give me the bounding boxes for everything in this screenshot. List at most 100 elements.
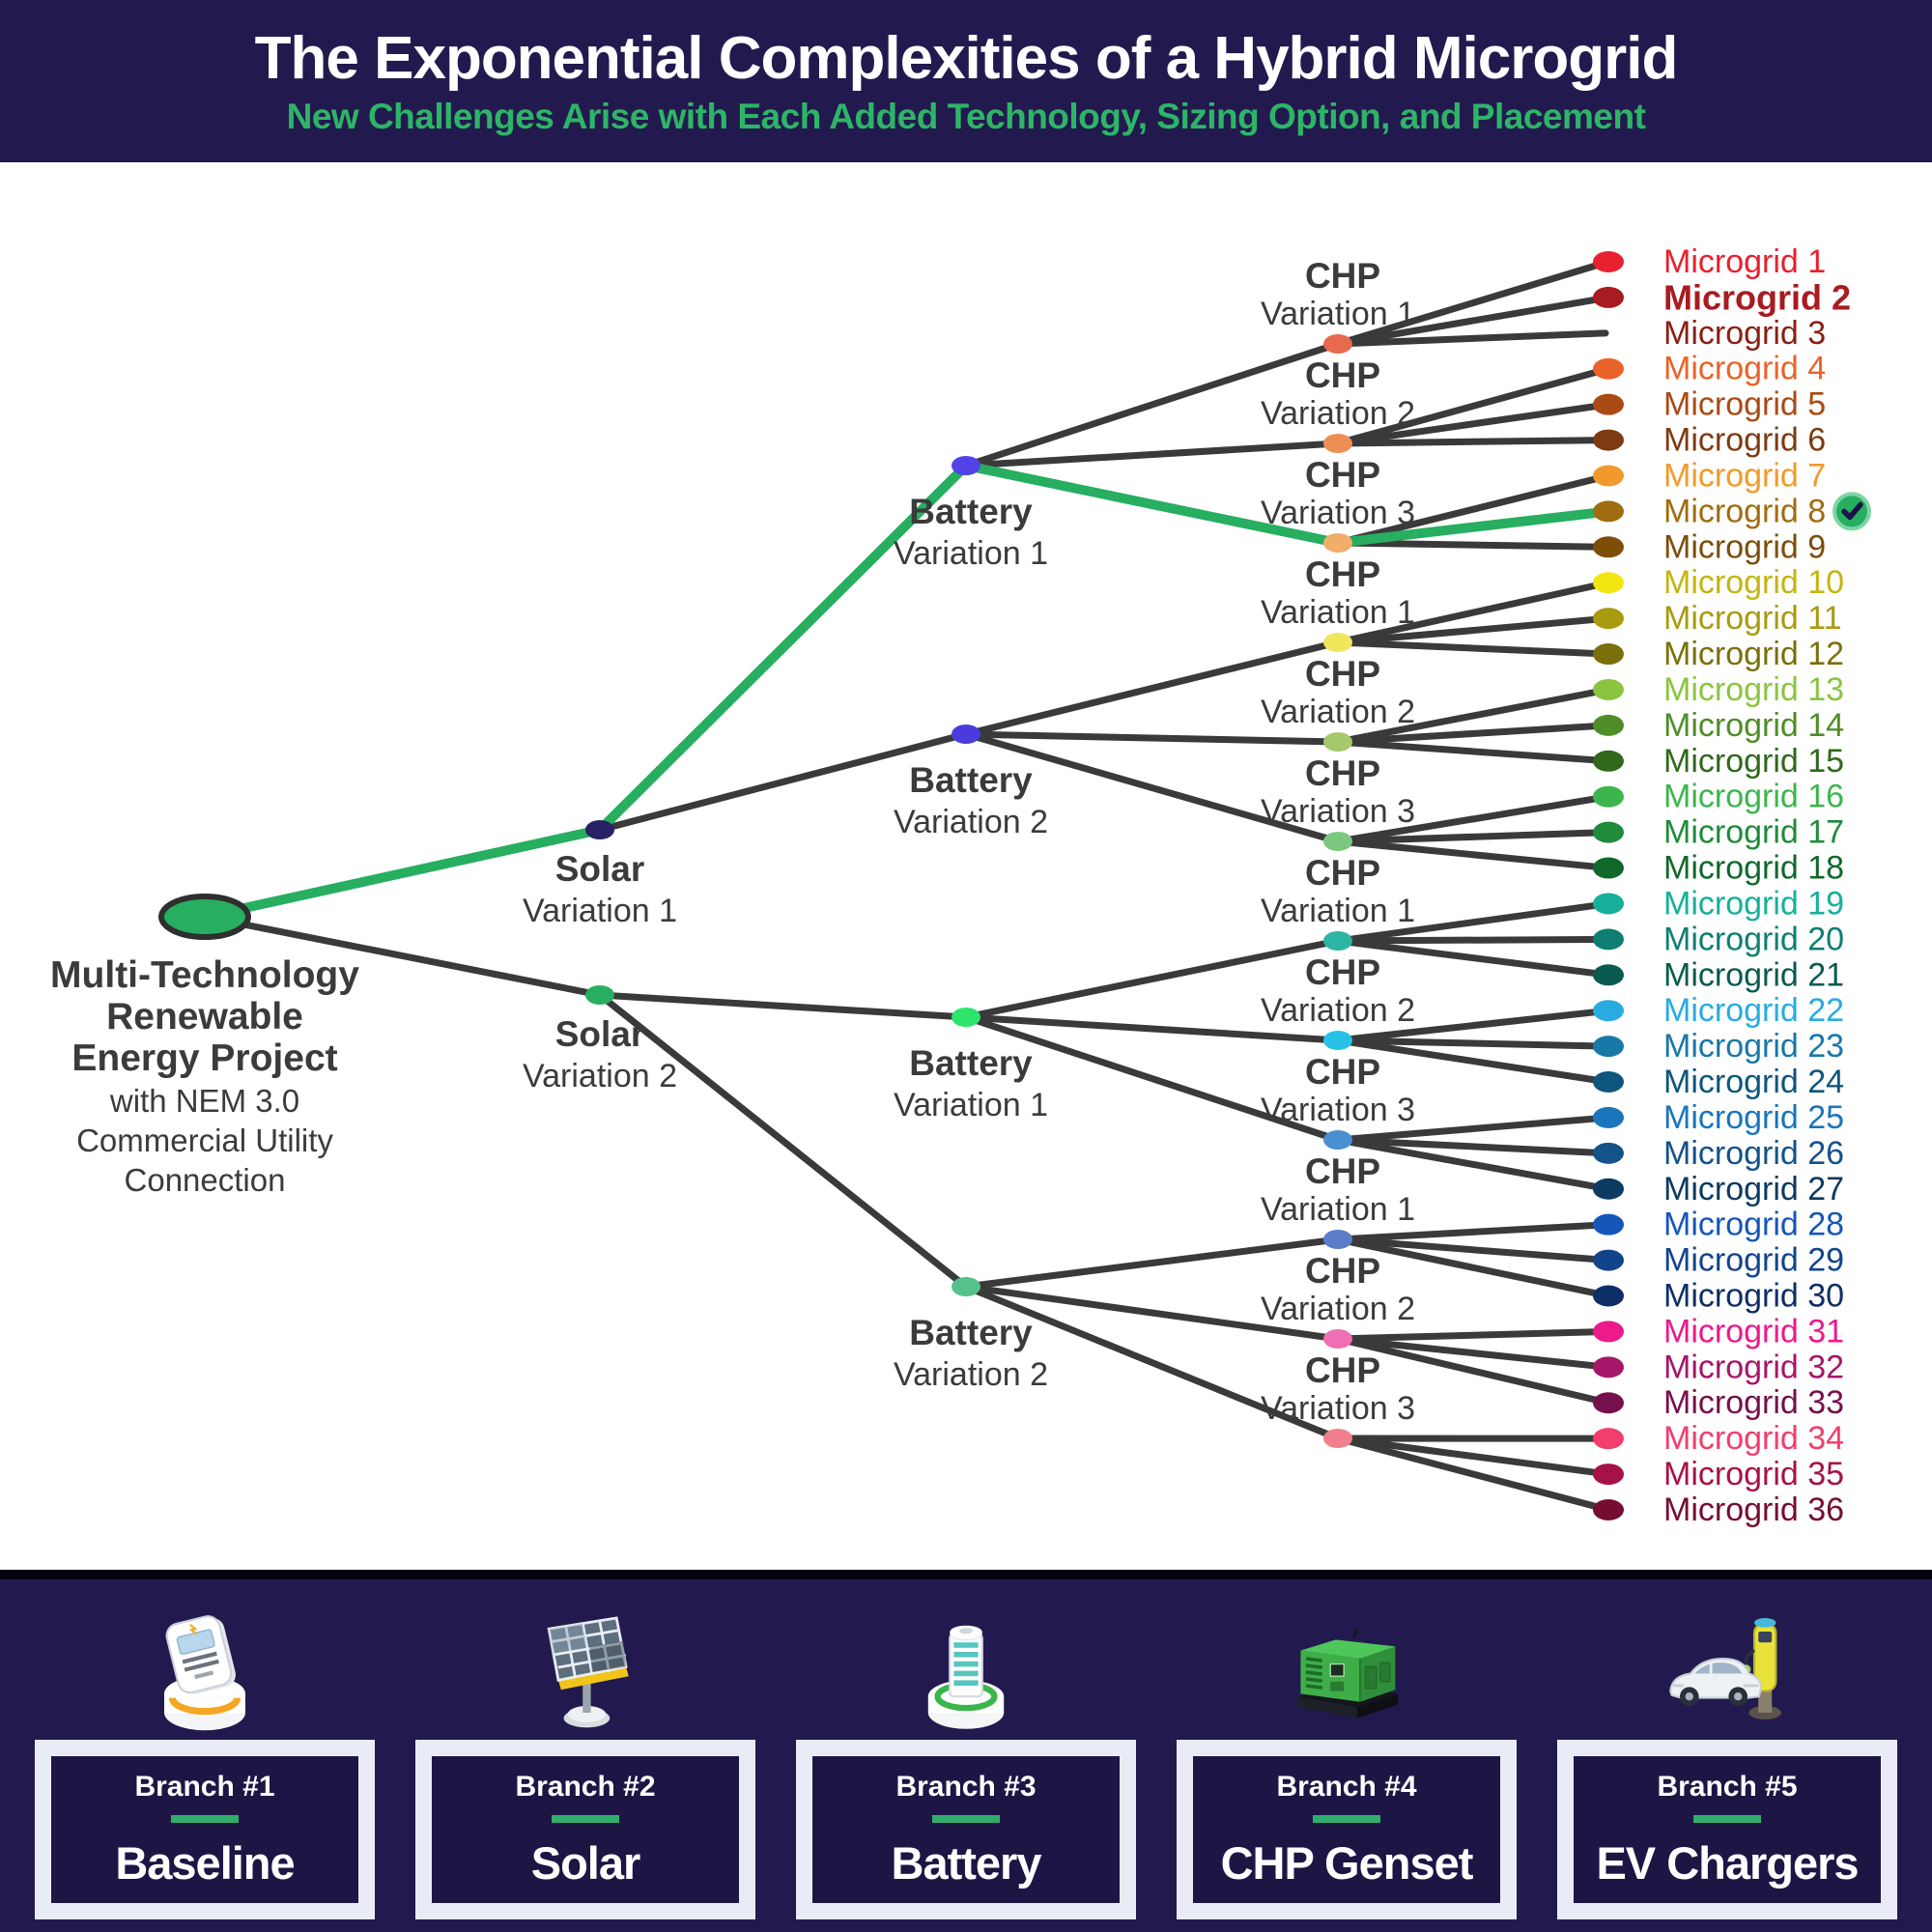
branch-number: Branch #1 xyxy=(134,1770,275,1803)
leaf-dot xyxy=(1593,1356,1624,1378)
branch-column-baseline: Branch #1 Baseline xyxy=(35,1579,375,1919)
tree-edge xyxy=(201,913,604,999)
chp-node-label: CHP xyxy=(1305,1350,1380,1390)
tree-edge xyxy=(1334,1221,1612,1243)
tree-edge xyxy=(1334,329,1609,348)
leaf-label: Microgrid 9 xyxy=(1663,528,1826,565)
solar-node-label: Solar xyxy=(555,1014,645,1054)
chp-node-sublabel: Variation 3 xyxy=(1261,793,1415,830)
leaf-label: Microgrid 36 xyxy=(1663,1492,1844,1528)
chp-node-label: CHP xyxy=(1305,554,1380,594)
tree-edge xyxy=(962,1236,1342,1291)
leaf-dot xyxy=(1593,286,1624,308)
tree-edge xyxy=(962,730,1342,746)
leaf-label: Microgrid 7 xyxy=(1663,457,1826,494)
battery-node xyxy=(952,724,980,744)
leaf-dot xyxy=(1593,536,1624,558)
chp-node xyxy=(1323,1031,1352,1050)
leaf-dot xyxy=(1593,1392,1624,1414)
leaf-dot xyxy=(1593,572,1624,594)
chp-node-sublabel: Variation 1 xyxy=(1261,296,1415,332)
header-banner: The Exponential Complexities of a Hybrid… xyxy=(0,0,1932,162)
branch-column-chp: Branch #4 CHP Genset xyxy=(1177,1579,1517,1919)
solar-node xyxy=(585,820,614,839)
battery-node-label: Battery xyxy=(909,492,1033,531)
leaf-label: Microgrid 10 xyxy=(1663,564,1844,601)
leaf-label: Microgrid 30 xyxy=(1663,1278,1844,1315)
battery-node-label: Battery xyxy=(909,760,1033,800)
chp-node-label: CHP xyxy=(1305,256,1380,296)
leaf-label: Microgrid 1 xyxy=(1663,243,1826,280)
root-sublabel: with NEM 3.0 xyxy=(109,1083,299,1119)
branch-box-battery: Branch #3 Battery xyxy=(796,1740,1136,1919)
tree-edge xyxy=(962,639,1342,738)
tree-edge xyxy=(1334,1236,1612,1300)
root-label: Renewable xyxy=(106,996,303,1037)
chp-node xyxy=(1323,633,1352,652)
leaf-label: Microgrid 35 xyxy=(1663,1456,1844,1492)
tree-edge xyxy=(596,730,970,834)
page-subtitle: New Challenges Arise with Each Added Tec… xyxy=(286,96,1646,136)
solar-node-sublabel: Variation 2 xyxy=(523,1058,677,1094)
leaf-label: Microgrid 11 xyxy=(1663,600,1842,637)
chp-node-sublabel: Variation 2 xyxy=(1261,395,1415,432)
leaf-dot xyxy=(1593,893,1624,915)
ev-charger-icon xyxy=(1655,1593,1800,1740)
branch-label: Baseline xyxy=(115,1836,295,1889)
tree-edge xyxy=(962,937,1342,1021)
branch-number: Branch #3 xyxy=(895,1770,1037,1803)
tree-edge xyxy=(1334,258,1612,348)
tree-edge xyxy=(1334,1335,1612,1371)
chp-node-sublabel: Variation 3 xyxy=(1261,495,1415,531)
tree-edge xyxy=(1334,1037,1612,1050)
chp-node-sublabel: Variation 1 xyxy=(1261,893,1415,929)
footer-banner: Branch #1 Baseline xyxy=(0,1570,1932,1932)
branch-divider xyxy=(552,1814,619,1823)
chp-node-label: CHP xyxy=(1305,455,1380,495)
tree-edge xyxy=(1334,294,1612,348)
leaf-dot xyxy=(1593,393,1624,415)
tree-edge xyxy=(1334,539,1612,551)
leaf-label: Microgrid 15 xyxy=(1663,743,1844,780)
leaf-dot xyxy=(1593,1142,1624,1164)
highlighted-path-edge xyxy=(961,461,1343,548)
tree-edge xyxy=(1334,437,1612,447)
chp-node-sublabel: Variation 1 xyxy=(1261,594,1415,631)
chp-node-sublabel: Variation 2 xyxy=(1261,992,1415,1029)
leaf-dot xyxy=(1593,1036,1624,1058)
chp-node-sublabel: Variation 3 xyxy=(1261,1390,1415,1427)
leaf-label: Microgrid 4 xyxy=(1663,351,1826,387)
chp-node-label: CHP xyxy=(1305,1151,1380,1191)
chp-node xyxy=(1323,1429,1352,1448)
battery-node-label: Battery xyxy=(909,1043,1033,1083)
leaf-label: Microgrid 6 xyxy=(1663,422,1826,459)
check-icon xyxy=(1841,501,1863,521)
chp-node-sublabel: Variation 2 xyxy=(1261,694,1415,730)
leaf-dot xyxy=(1593,1071,1624,1094)
branch-label: Battery xyxy=(891,1836,1042,1889)
branch-divider xyxy=(1693,1814,1761,1823)
root-sublabel: Commercial Utility xyxy=(76,1122,333,1158)
leaf-label: Microgrid 8 xyxy=(1663,493,1826,529)
branch-box-chp: Branch #4 CHP Genset xyxy=(1177,1740,1517,1919)
branch-number: Branch #5 xyxy=(1657,1770,1798,1803)
leaf-dot xyxy=(1593,714,1624,736)
leaf-label: Microgrid 32 xyxy=(1663,1349,1844,1385)
tree-edge xyxy=(1334,937,1612,979)
root-node xyxy=(158,894,251,940)
leaf-label: Microgrid 20 xyxy=(1663,921,1844,957)
leaf-dot xyxy=(1593,1285,1624,1307)
tree-edge xyxy=(1334,1136,1612,1193)
chp-node xyxy=(1323,1230,1352,1249)
tree-edge xyxy=(1334,1335,1612,1406)
tree-edge xyxy=(962,1283,1342,1343)
tree-edge xyxy=(962,340,1342,469)
chp-node xyxy=(1323,732,1352,752)
battery-node-label: Battery xyxy=(909,1313,1033,1352)
tree-edge xyxy=(1334,1435,1612,1514)
chp-node-label: CHP xyxy=(1305,654,1380,694)
leaf-dot xyxy=(1593,785,1624,808)
chp-genset-icon xyxy=(1274,1593,1419,1740)
branch-label: Solar xyxy=(530,1836,641,1889)
